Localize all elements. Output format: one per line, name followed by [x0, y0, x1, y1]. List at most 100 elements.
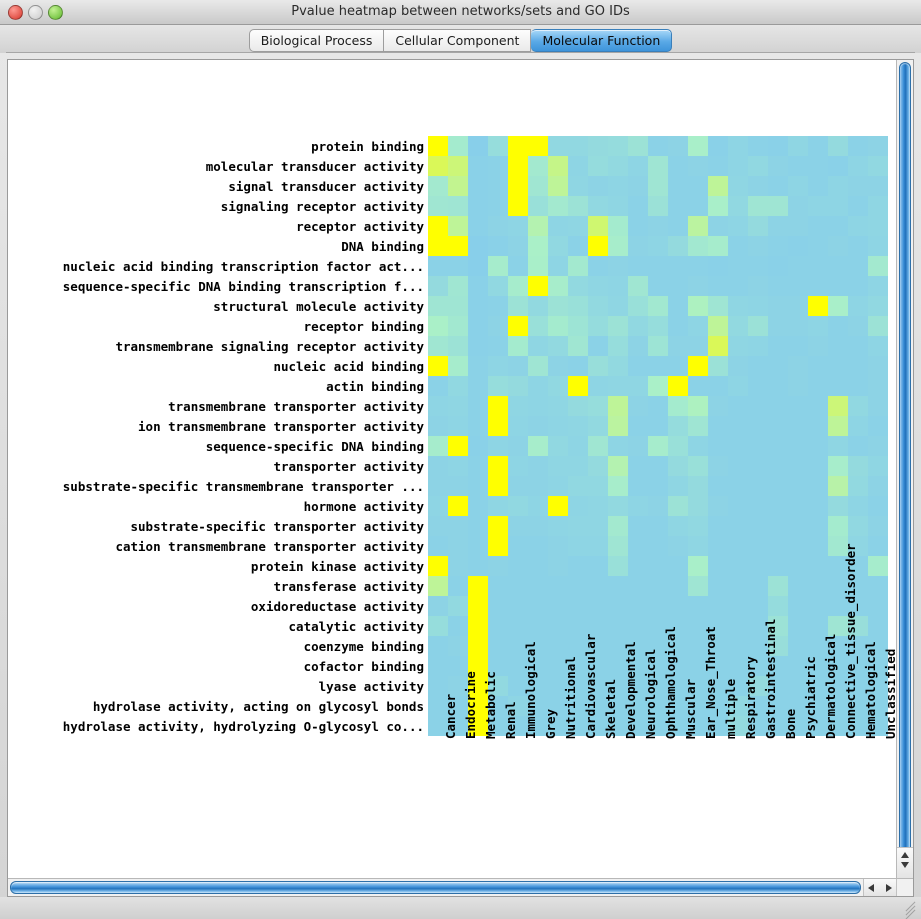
heatmap-cell[interactable] — [648, 536, 668, 556]
heatmap-cell[interactable] — [808, 216, 828, 236]
heatmap-cell[interactable] — [828, 216, 848, 236]
heatmap-cell[interactable] — [548, 436, 568, 456]
heatmap-cell[interactable] — [628, 456, 648, 476]
heatmap-cell[interactable] — [528, 416, 548, 436]
heatmap-cell[interactable] — [428, 196, 448, 216]
heatmap-cell[interactable] — [488, 536, 508, 556]
heatmap-cell[interactable] — [608, 536, 628, 556]
heatmap-cell[interactable] — [608, 556, 628, 576]
heatmap-cell[interactable] — [468, 276, 488, 296]
heatmap-cell[interactable] — [508, 356, 528, 376]
heatmap-cell[interactable] — [728, 356, 748, 376]
heatmap-cell[interactable] — [648, 636, 668, 656]
heatmap-cell[interactable] — [468, 356, 488, 376]
heatmap-cell[interactable] — [628, 156, 648, 176]
heatmap-cell[interactable] — [488, 696, 508, 716]
heatmap-cell[interactable] — [588, 256, 608, 276]
heatmap-cell[interactable] — [568, 636, 588, 656]
heatmap-cell[interactable] — [488, 496, 508, 516]
heatmap-cell[interactable] — [828, 376, 848, 396]
heatmap-cell[interactable] — [668, 376, 688, 396]
heatmap-cell[interactable] — [628, 276, 648, 296]
heatmap-cell[interactable] — [768, 236, 788, 256]
heatmap-cell[interactable] — [788, 436, 808, 456]
heatmap-cell[interactable] — [428, 436, 448, 456]
heatmap-cell[interactable] — [488, 396, 508, 416]
heatmap-cell[interactable] — [488, 256, 508, 276]
minimize-button[interactable] — [28, 5, 43, 20]
heatmap-cell[interactable] — [508, 556, 528, 576]
heatmap-cell[interactable] — [428, 156, 448, 176]
heatmap-cell[interactable] — [528, 456, 548, 476]
heatmap-cell[interactable] — [548, 396, 568, 416]
heatmap-cell[interactable] — [528, 316, 548, 336]
heatmap-cell[interactable] — [828, 356, 848, 376]
heatmap-cell[interactable] — [428, 176, 448, 196]
heatmap-cell[interactable] — [808, 436, 828, 456]
heatmap-cell[interactable] — [828, 136, 848, 156]
heatmap-cell[interactable] — [728, 396, 748, 416]
heatmap-cell[interactable] — [548, 496, 568, 516]
heatmap-cell[interactable] — [468, 396, 488, 416]
heatmap-cell[interactable] — [768, 396, 788, 416]
heatmap-cell[interactable] — [788, 656, 808, 676]
heatmap-cell[interactable] — [828, 576, 848, 596]
heatmap-cell[interactable] — [868, 676, 888, 696]
heatmap-cell[interactable] — [768, 536, 788, 556]
heatmap-cell[interactable] — [608, 296, 628, 316]
heatmap-cell[interactable] — [628, 376, 648, 396]
heatmap-cell[interactable] — [748, 336, 768, 356]
heatmap-cell[interactable] — [688, 356, 708, 376]
heatmap-cell[interactable] — [528, 196, 548, 216]
heatmap-cell[interactable] — [868, 156, 888, 176]
heatmap-cell[interactable] — [708, 236, 728, 256]
heatmap-cell[interactable] — [728, 636, 748, 656]
heatmap-cell[interactable] — [788, 236, 808, 256]
heatmap-cell[interactable] — [508, 396, 528, 416]
heatmap-cell[interactable] — [648, 476, 668, 496]
heatmap-cell[interactable] — [628, 416, 648, 436]
heatmap-cell[interactable] — [448, 456, 468, 476]
heatmap-cell[interactable] — [828, 676, 848, 696]
heatmap-cell[interactable] — [868, 576, 888, 596]
heatmap-cell[interactable] — [768, 276, 788, 296]
heatmap-cell[interactable] — [708, 156, 728, 176]
heatmap-cell[interactable] — [448, 256, 468, 276]
heatmap-cell[interactable] — [608, 656, 628, 676]
heatmap-cell[interactable] — [448, 656, 468, 676]
heatmap-cell[interactable] — [628, 236, 648, 256]
heatmap-cell[interactable] — [468, 416, 488, 436]
heatmap-cell[interactable] — [728, 296, 748, 316]
heatmap-cell[interactable] — [868, 216, 888, 236]
heatmap-cell[interactable] — [628, 316, 648, 336]
heatmap-cell[interactable] — [788, 256, 808, 276]
heatmap-cell[interactable] — [708, 376, 728, 396]
heatmap-cell[interactable] — [788, 696, 808, 716]
heatmap-cell[interactable] — [768, 136, 788, 156]
heatmap-cell[interactable] — [668, 136, 688, 156]
heatmap-cell[interactable] — [548, 256, 568, 276]
heatmap-cell[interactable] — [708, 636, 728, 656]
heatmap-cell[interactable] — [568, 556, 588, 576]
heatmap-cell[interactable] — [848, 696, 868, 716]
heatmap-cell[interactable] — [568, 276, 588, 296]
heatmap-cell[interactable] — [788, 196, 808, 216]
heatmap-cell[interactable] — [648, 276, 668, 296]
heatmap-cell[interactable] — [688, 436, 708, 456]
heatmap-cell[interactable] — [848, 636, 868, 656]
heatmap-cell[interactable] — [548, 556, 568, 576]
heatmap-cell[interactable] — [868, 256, 888, 276]
heatmap-cell[interactable] — [708, 336, 728, 356]
heatmap-cell[interactable] — [748, 496, 768, 516]
heatmap-cell[interactable] — [488, 476, 508, 496]
heatmap-cell[interactable] — [628, 296, 648, 316]
heatmap-cell[interactable] — [848, 556, 868, 576]
heatmap-cell[interactable] — [688, 136, 708, 156]
heatmap-cell[interactable] — [468, 456, 488, 476]
zoom-button[interactable] — [48, 5, 63, 20]
heatmap-cell[interactable] — [708, 356, 728, 376]
heatmap-cell[interactable] — [428, 356, 448, 376]
heatmap-cell[interactable] — [848, 216, 868, 236]
heatmap-cell[interactable] — [448, 516, 468, 536]
heatmap-cell[interactable] — [468, 296, 488, 316]
